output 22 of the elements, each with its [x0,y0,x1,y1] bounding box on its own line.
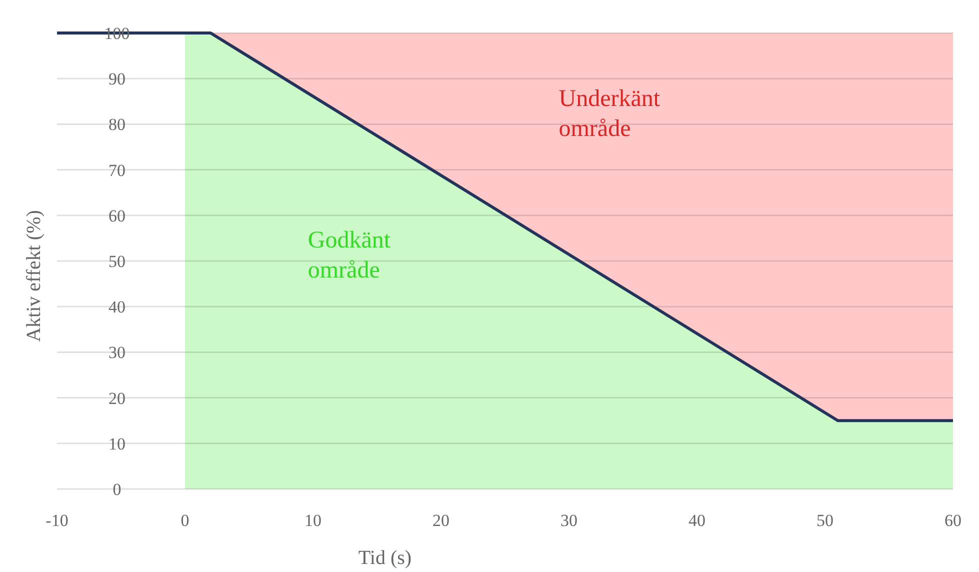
y-tick-label: 10 [108,434,126,454]
y-tick-label: 50 [108,252,126,271]
x-tick-label: 40 [688,511,706,530]
x-tick-label: 50 [816,511,834,530]
x-tick-label: 0 [180,511,190,530]
y-axis-title: Aktiv effekt (%) [23,210,45,342]
y-tick-label: 80 [108,115,126,134]
annotation: Godkänt område [308,227,391,284]
x-axis-title: Tid (s) [358,547,412,569]
y-tick-label: 70 [108,160,126,180]
x-tick-label: 10 [304,511,322,530]
y-tick-label: 0 [112,480,122,499]
y-tick-label: 90 [108,70,126,89]
y-tick-label: 40 [108,298,126,317]
x-tick-label: 20 [432,511,450,530]
y-tick-label: 60 [108,206,126,226]
y-tick-label: 20 [108,388,126,408]
x-tick-label: 60 [944,511,962,530]
x-tick-label: 30 [560,511,578,530]
annotation: Underkänt område [558,86,660,142]
y-tick-label: 30 [108,343,126,362]
x-tick-label: -10 [46,511,68,530]
